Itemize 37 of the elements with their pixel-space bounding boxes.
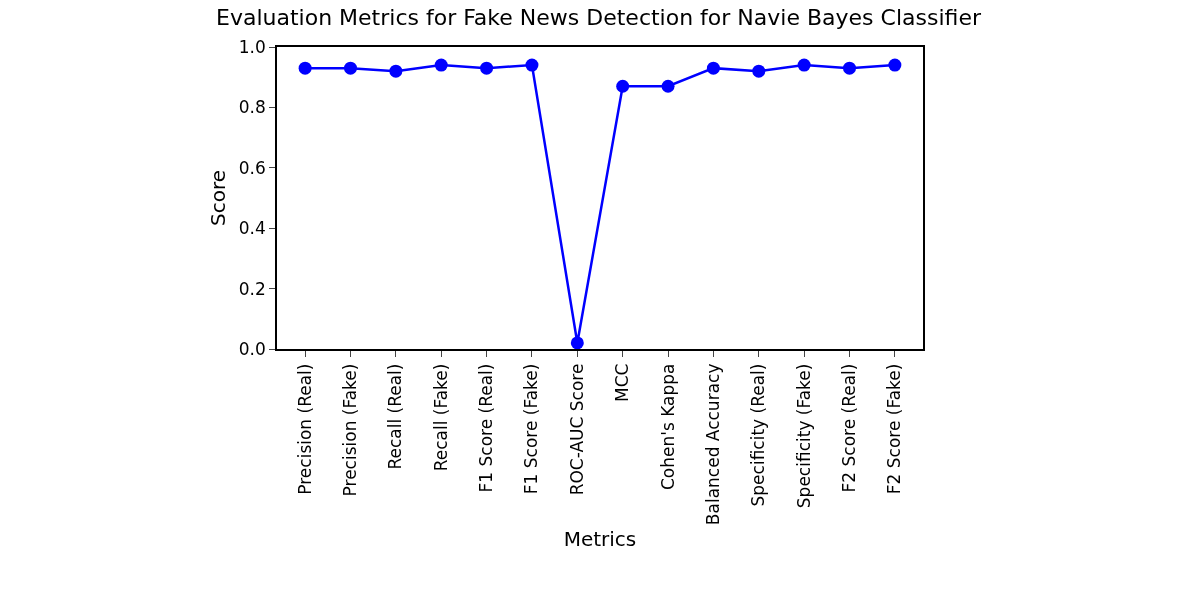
x-tick-label: F1 Score (Real) <box>476 363 497 493</box>
point <box>344 61 357 75</box>
point <box>752 64 766 78</box>
x-tick-label: ROC-AUC Score <box>566 363 587 496</box>
x-tick-label: Cohen's Kappa <box>657 363 678 491</box>
x-tick-label: F2 Score (Real) <box>839 363 860 493</box>
point <box>843 61 857 75</box>
x-tick-label: Precision (Real) <box>294 363 315 495</box>
point <box>706 61 720 75</box>
point <box>525 58 539 72</box>
point <box>888 58 902 72</box>
x-tick-label: F1 Score (Fake) <box>521 363 542 495</box>
point <box>661 79 675 93</box>
y-axis-title: Score <box>205 169 230 227</box>
y-tick-label: 1.0 <box>238 36 266 57</box>
point <box>797 58 811 72</box>
point <box>616 79 630 93</box>
point <box>389 64 403 78</box>
y-tick-label: 0.0 <box>238 338 266 359</box>
x-tick-label: Precision (Fake) <box>340 363 361 497</box>
point <box>298 61 312 75</box>
y-tick-label: 0.6 <box>238 157 266 178</box>
x-tick-label: Recall (Real) <box>385 363 406 470</box>
x-axis-title: Metrics <box>563 527 637 552</box>
x-tick-label: Balanced Accuracy <box>702 363 723 526</box>
x-tick-label: Specificity (Fake) <box>793 363 814 509</box>
x-tick-label: F2 Score (Fake) <box>884 363 905 495</box>
point <box>570 336 584 350</box>
x-tick-label: Recall (Fake) <box>430 363 451 472</box>
y-tick-label: 0.8 <box>238 97 266 118</box>
x-tick-label: Specificity (Real) <box>748 363 769 507</box>
y-tick-label: 0.4 <box>238 218 266 239</box>
x-tick-label: MCC <box>612 363 633 402</box>
chart-title: Evaluation Metrics for Fake News Detection for Navie Bayes Classifier <box>216 4 982 30</box>
point <box>480 61 494 75</box>
point <box>434 58 448 72</box>
y-tick-label: 0.2 <box>238 278 266 299</box>
